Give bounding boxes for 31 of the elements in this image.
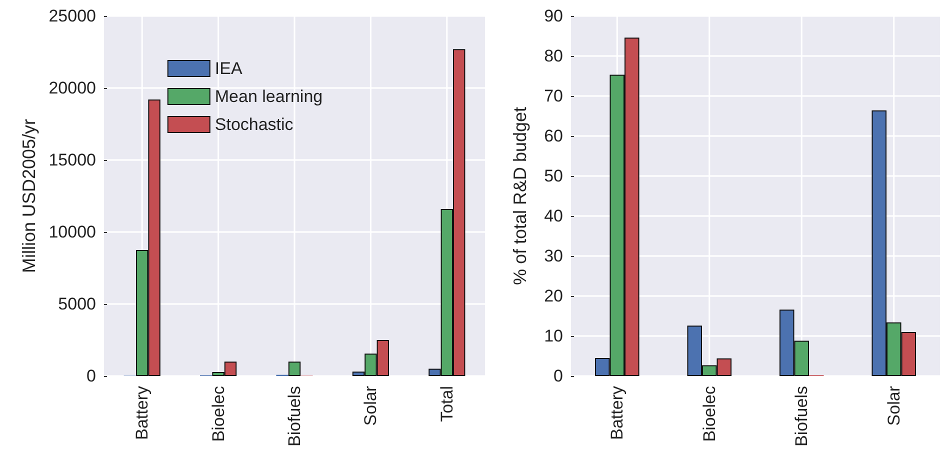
- y-tick-label: 20: [544, 286, 563, 306]
- y-tick-label: 25000: [48, 6, 96, 26]
- legend-label: IEA: [214, 59, 243, 78]
- x-tick-label: Bioelec: [208, 386, 228, 442]
- y-tick-label: 60: [544, 126, 563, 146]
- x-tick-label: Biofuels: [792, 386, 812, 446]
- y-tick-label: 0: [86, 366, 96, 386]
- x-tick-label: Bioelec: [700, 386, 719, 442]
- legend-label: Stochastic: [214, 115, 294, 134]
- y-tick-label: 10000: [48, 222, 96, 242]
- y-tick-label: 40: [544, 206, 563, 226]
- y-tick-label: 70: [544, 86, 563, 106]
- x-tick-label: Solar: [361, 386, 380, 426]
- y-tick-label: 90: [544, 6, 563, 26]
- x-tick-label: Biofuels: [285, 386, 304, 446]
- x-tick-label: Solar: [884, 386, 904, 426]
- bar: [288, 362, 301, 376]
- y-tick-label: 10: [544, 326, 563, 346]
- y-tick-label: 5000: [58, 294, 96, 314]
- x-tick-label: Battery: [132, 386, 152, 440]
- legend-label: Mean learning: [214, 87, 323, 106]
- y-tick-label: 15000: [48, 150, 96, 170]
- x-tick-label: Total: [437, 386, 456, 422]
- y-axis-title: Million USD2005/yr: [18, 118, 39, 274]
- y-tick-label: 20000: [48, 78, 96, 98]
- y-tick-label: 0: [554, 366, 563, 386]
- y-axis-title: % of total R&D budget: [510, 106, 530, 286]
- x-tick-label: Battery: [608, 386, 627, 440]
- y-tick-label: 80: [544, 46, 563, 66]
- y-tick-label: 50: [544, 166, 563, 186]
- y-tick-label: 30: [544, 246, 563, 266]
